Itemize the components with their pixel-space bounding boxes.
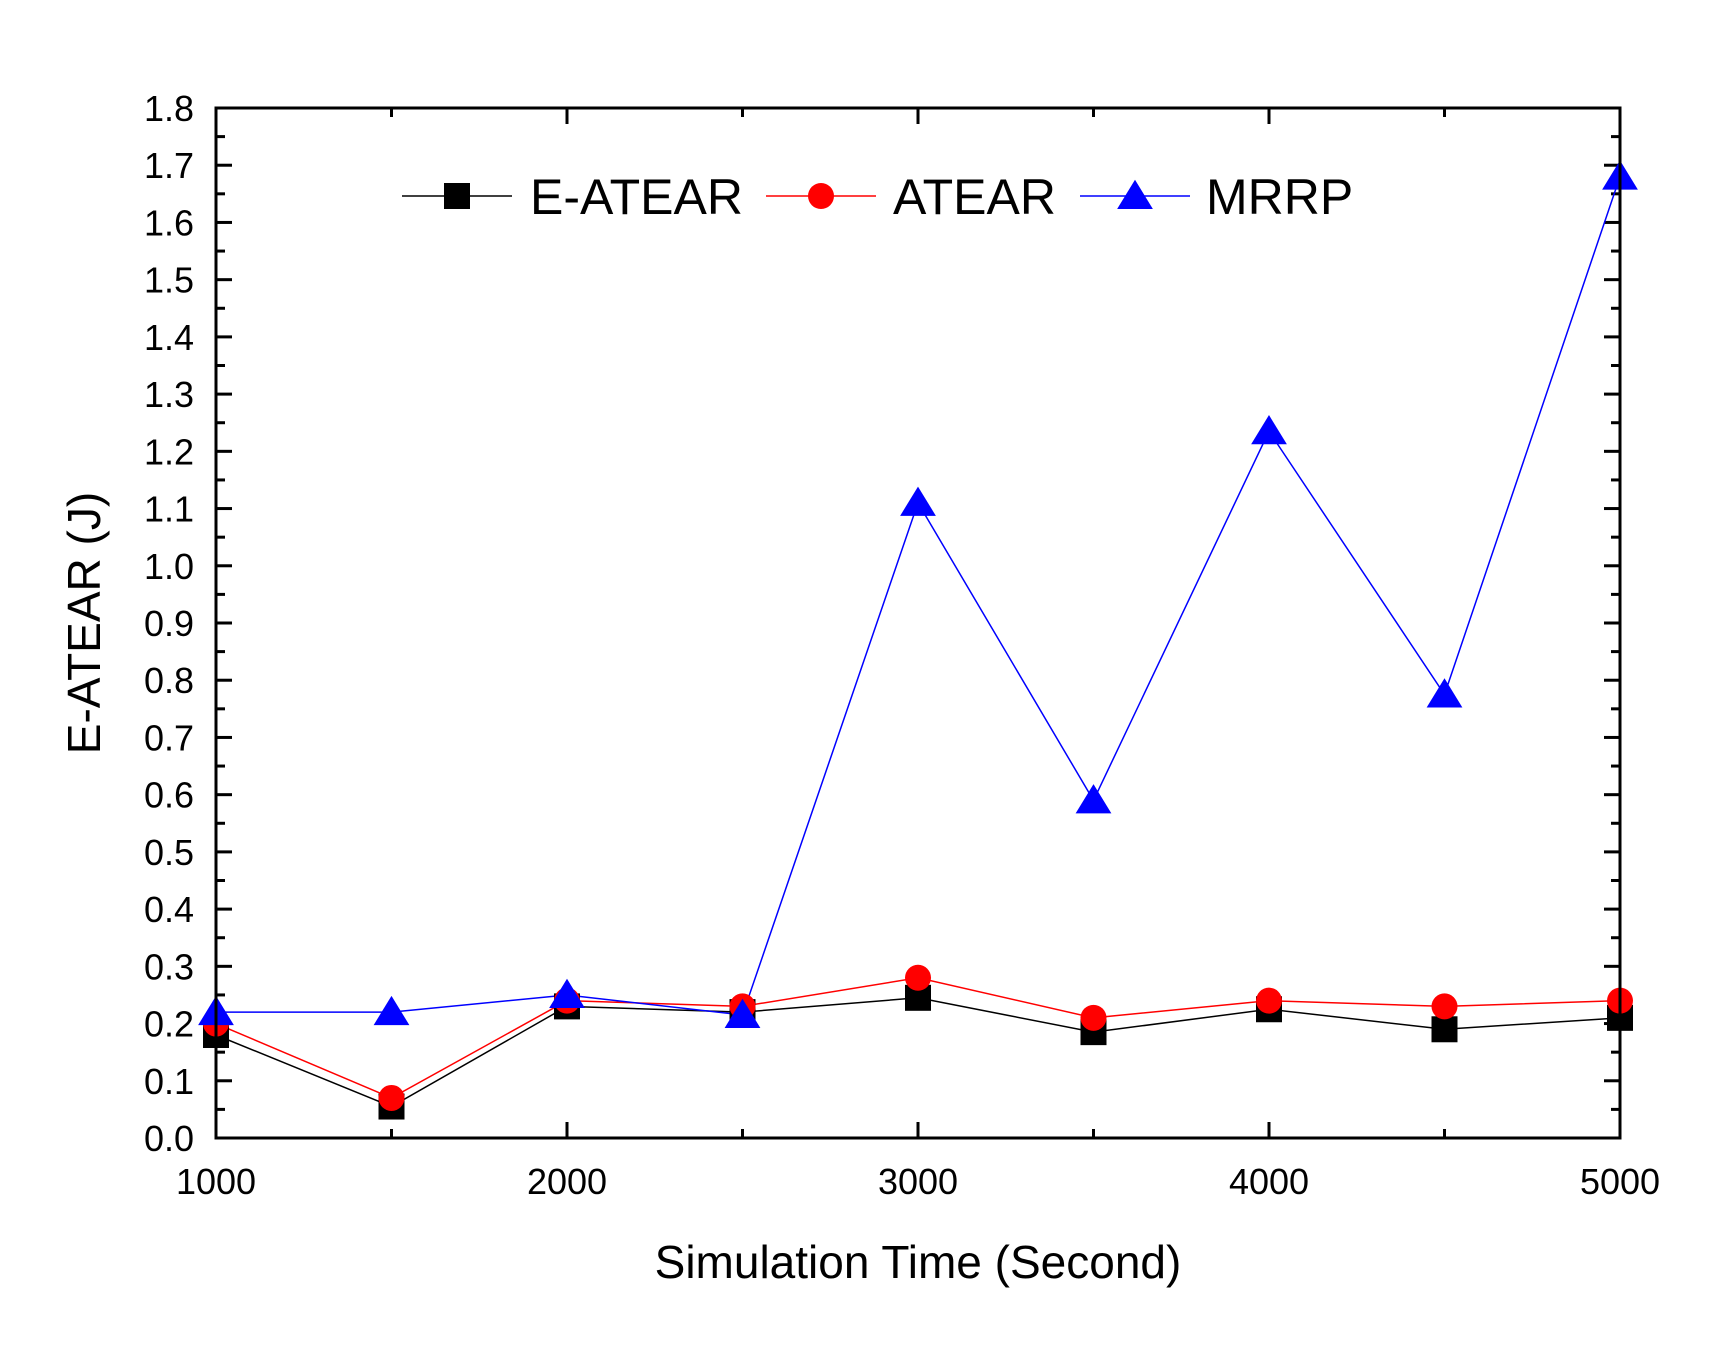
y-axis-title: E-ATEAR (J) [58, 492, 110, 754]
y-tick-label: 0.9 [144, 603, 194, 644]
y-tick-label: 0.5 [144, 832, 194, 873]
ticks: 0.0 0.1 0.2 0.3 0.4 0.5 0.6 0.7 0.8 0.9 1.0 1.1 1.2 1… [144, 88, 1660, 1202]
x-axis-title: Simulation Time (Second) [655, 1236, 1182, 1288]
y-tick-label: 0.6 [144, 775, 194, 816]
data-point-atear [1256, 987, 1282, 1014]
x-tick-label: 1000 [176, 1161, 256, 1202]
data-point-mrrp [900, 486, 936, 516]
data-point-atear [905, 964, 931, 991]
y-tick-label: 1.6 [144, 202, 194, 243]
y-tick-label: 1.2 [144, 431, 194, 472]
data-point-mrrp [1075, 784, 1112, 814]
legend-label-atear: ATEAR [893, 169, 1056, 225]
data-point-mrrp [373, 995, 410, 1026]
x-tick-label: 5000 [1580, 1161, 1660, 1202]
data-point-atear [378, 1084, 405, 1111]
legend-label-mrrp: MRRP [1206, 169, 1353, 225]
y-tick-label: 0.4 [144, 889, 194, 930]
y-tick-label: 1.0 [144, 546, 194, 587]
y-tick-label: 1.8 [144, 88, 194, 129]
x-tick-label: 4000 [1229, 1161, 1309, 1202]
y-tick-label: 1.3 [144, 374, 194, 415]
y-tick-label: 1.4 [144, 317, 194, 358]
y-tick-label: 1.7 [144, 145, 194, 186]
y-tick-label: 0.1 [144, 1061, 194, 1102]
y-tick-label: 0.7 [144, 717, 194, 758]
data-point-atear [1431, 993, 1458, 1020]
legend-label-e-atear: E-ATEAR [530, 169, 743, 225]
data-point-e-atear [1431, 1016, 1458, 1043]
series-line-e-atear [215, 997, 1621, 1108]
series-markers [198, 160, 1638, 1120]
data-point-mrrp [724, 998, 761, 1028]
y-tick-label: 0.8 [144, 660, 194, 701]
y-tick-label: 1.5 [144, 260, 194, 301]
x-tick-label: 3000 [878, 1161, 958, 1202]
y-tick-label: 0.0 [144, 1118, 194, 1159]
data-point-mrrp [1426, 678, 1463, 708]
data-point-mrrp [549, 978, 585, 1008]
legend-marker-atear [808, 183, 834, 209]
y-tick-label: 0.2 [144, 1004, 194, 1045]
data-point-atear [1080, 1004, 1107, 1031]
y-tick-label: 0.3 [144, 946, 194, 987]
y-tick-label: 1.1 [144, 489, 194, 530]
legend-marker-e-atear [444, 183, 470, 209]
series-line-mrrp [216, 176, 1621, 1016]
x-tick-label: 2000 [527, 1161, 607, 1202]
plot-frame [214, 106, 1622, 1140]
data-point-mrrp [1251, 415, 1287, 445]
legend-marker-mrrp [1117, 179, 1153, 209]
legend: E-ATEAR ATEAR MRRP [402, 169, 1353, 225]
